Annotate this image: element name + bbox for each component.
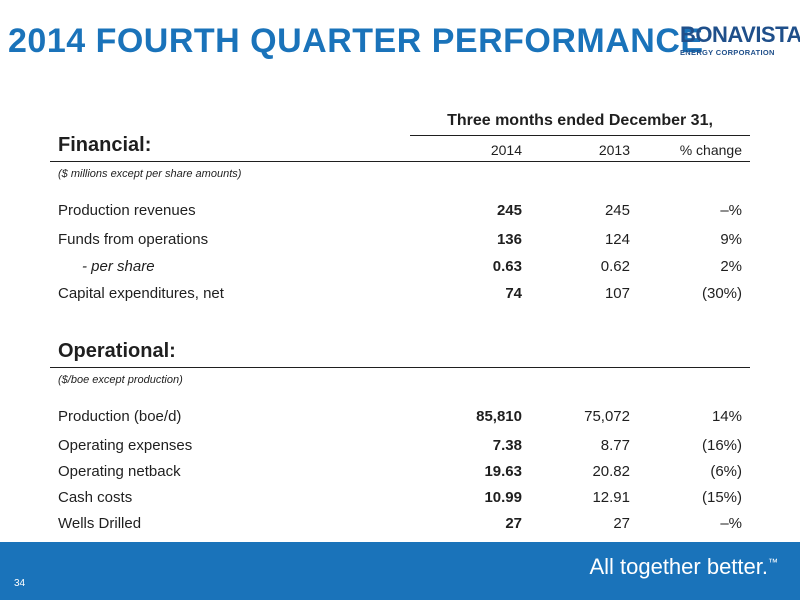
value-change: (15%) bbox=[701, 489, 742, 506]
logo-subtitle: ENERGY CORPORATION bbox=[680, 48, 775, 57]
row-label: Production revenues bbox=[58, 202, 196, 219]
tagline-text: All together better. bbox=[589, 554, 768, 579]
value-change: (6%) bbox=[710, 463, 742, 480]
value-change: (16%) bbox=[701, 437, 742, 454]
operational-section-title: Operational: bbox=[58, 340, 176, 362]
table-row: Wells Drilled 27 27 –% bbox=[58, 515, 750, 537]
value-2014: 85,810 bbox=[476, 408, 522, 425]
footer-bar: 34 All together better.™ bbox=[0, 542, 800, 600]
value-change: –% bbox=[720, 202, 742, 219]
value-2013: 124 bbox=[604, 231, 630, 248]
operational-divider bbox=[50, 367, 750, 368]
value-2013: 8.77 bbox=[600, 437, 630, 454]
operational-units-note: ($/boe except production) bbox=[58, 374, 183, 386]
financial-units-note: ($ millions except per share amounts) bbox=[58, 168, 242, 180]
row-label: Operating netback bbox=[58, 463, 181, 480]
value-2014: 27 bbox=[505, 515, 522, 532]
value-change: 9% bbox=[720, 231, 742, 248]
value-2013: 12.91 bbox=[592, 489, 630, 506]
financial-section-title: Financial: bbox=[58, 134, 152, 156]
table-row: Operating expenses 7.38 8.77 (16%) bbox=[58, 437, 750, 459]
table-row: Capital expenditures, net 74 107 (30%) bbox=[58, 285, 750, 307]
row-label: Funds from operations bbox=[58, 231, 209, 248]
row-label: Operating expenses bbox=[58, 437, 193, 454]
value-2013: 20.82 bbox=[592, 463, 630, 480]
row-label: Cash costs bbox=[58, 489, 133, 506]
table-row: Operating netback 19.63 20.82 (6%) bbox=[58, 463, 750, 485]
value-change: –% bbox=[720, 515, 742, 532]
table-row: Production (boe/d) 85,810 75,072 14% bbox=[58, 408, 750, 430]
company-logo: BONAVISTA ENERGY CORPORATION bbox=[680, 22, 800, 58]
value-2014: 74 bbox=[505, 285, 522, 302]
tagline: All together better.™ bbox=[589, 554, 778, 580]
value-2014: 0.63 bbox=[492, 258, 522, 275]
value-change: 14% bbox=[711, 408, 742, 425]
logo-wordmark: BONAVISTA bbox=[680, 22, 800, 47]
column-header-2013: 2013 bbox=[598, 142, 630, 158]
value-2013: 27 bbox=[613, 515, 630, 532]
period-header: Three months ended December 31, bbox=[447, 112, 713, 129]
table-row: - per share 0.63 0.62 2% bbox=[58, 258, 750, 280]
table-row: Production revenues 245 245 –% bbox=[58, 202, 750, 224]
row-label: Wells Drilled bbox=[58, 515, 142, 532]
trademark-mark: ™ bbox=[768, 557, 778, 569]
value-2014: 136 bbox=[496, 231, 522, 248]
period-divider bbox=[410, 135, 750, 136]
row-label: Production (boe/d) bbox=[58, 408, 182, 425]
page-title: 2014 FOURTH QUARTER PERFORMANCE bbox=[8, 22, 704, 60]
row-label: Capital expenditures, net bbox=[58, 285, 224, 302]
page-number: 34 bbox=[14, 578, 26, 589]
value-2013: 245 bbox=[604, 202, 630, 219]
value-change: (30%) bbox=[701, 285, 742, 302]
value-change: 2% bbox=[720, 258, 742, 275]
value-2014: 10.99 bbox=[484, 489, 522, 506]
value-2014: 7.38 bbox=[492, 437, 522, 454]
column-header-2014: 2014 bbox=[490, 142, 522, 158]
financial-divider bbox=[50, 161, 750, 162]
table-row: Funds from operations 136 124 9% bbox=[58, 231, 750, 253]
column-header-change: % change bbox=[679, 142, 742, 158]
value-2013: 0.62 bbox=[600, 258, 630, 275]
table-row: Cash costs 10.99 12.91 (15%) bbox=[58, 489, 750, 511]
value-2014: 19.63 bbox=[484, 463, 522, 480]
value-2013: 107 bbox=[604, 285, 630, 302]
value-2013: 75,072 bbox=[584, 408, 630, 425]
row-label: - per share bbox=[82, 258, 155, 275]
value-2014: 245 bbox=[496, 202, 522, 219]
